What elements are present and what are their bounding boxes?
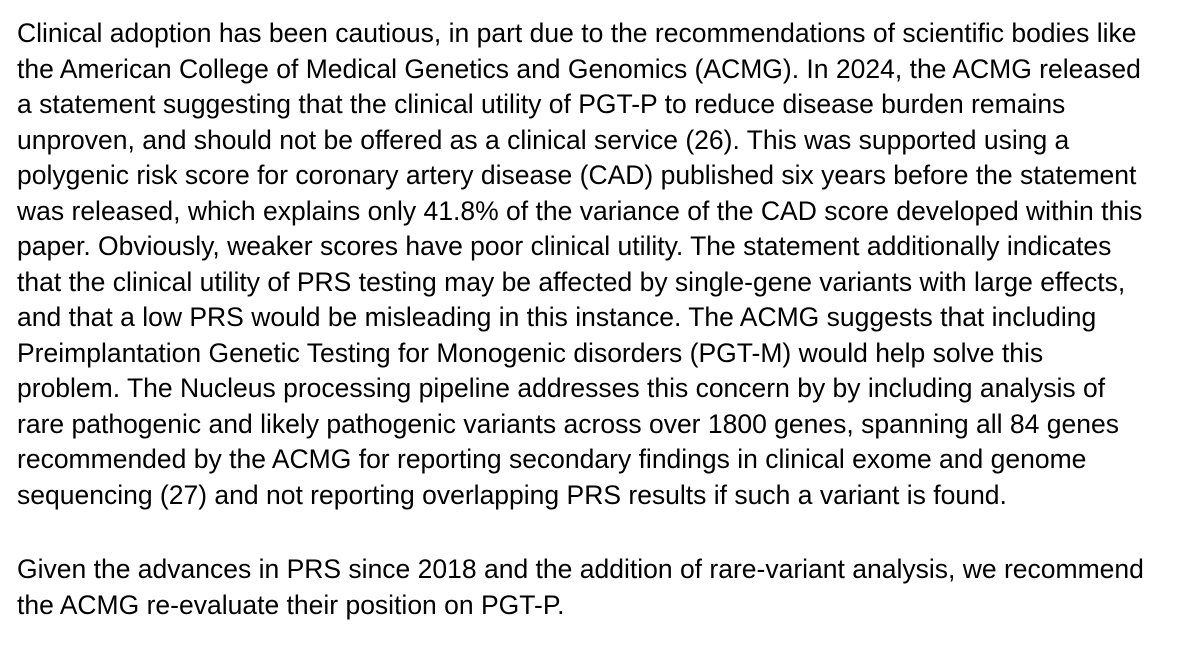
text-line-7: paper. Obviously, weaker scores have poo… xyxy=(17,231,1112,261)
text-line-8: that the clinical utility of PRS testing… xyxy=(17,266,1126,297)
text-line-16: the ACMG re-evaluate their position on P… xyxy=(17,589,565,620)
text-line-11: problem. The Nucleus processing pipeline… xyxy=(17,373,1106,403)
text-line-14: sequencing (27) and not reporting overla… xyxy=(17,479,1007,510)
text-line-2: the American College of Medical Genetics… xyxy=(17,53,1141,84)
text-line-13: recommended by the ACMG for reporting se… xyxy=(17,444,1087,474)
text-line-1: Clinical adoption has been cautious, in … xyxy=(17,18,1137,48)
text-line-10: Preimplantation Genetic Testing for Mono… xyxy=(17,337,1044,368)
text-line-6: was released, which explains only 41.8% … xyxy=(17,195,1143,226)
text-line-15: Given the advances in PRS since 2018 and… xyxy=(17,554,1144,584)
text-line-4: unproven, and should not be offered as a… xyxy=(17,124,1070,155)
paragraph-recommendation: Given the advances in PRS since 2018 and… xyxy=(17,552,1182,623)
text-line-3: a statement suggesting that the clinical… xyxy=(17,89,1066,119)
paragraph-clinical-adoption: Clinical adoption has been cautious, in … xyxy=(17,16,1182,513)
text-line-9: and that a low PRS would be misleading i… xyxy=(17,302,1097,332)
text-line-12: rare pathogenic and likely pathogenic va… xyxy=(17,408,1119,439)
text-line-5: polygenic risk score for coronary artery… xyxy=(17,160,1137,190)
